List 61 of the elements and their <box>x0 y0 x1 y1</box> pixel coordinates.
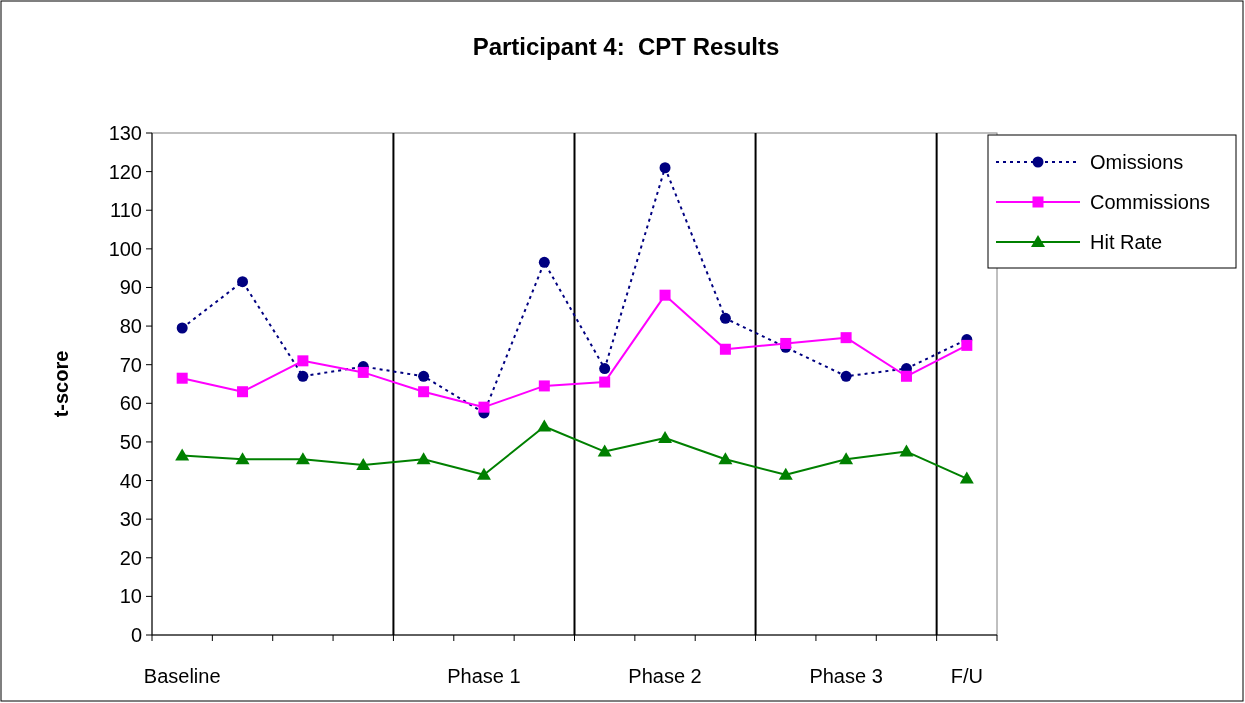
point <box>235 452 250 465</box>
point <box>597 444 612 457</box>
point <box>537 419 552 432</box>
x-tick-label: Baseline <box>143 665 221 687</box>
y-tick-label: 60 <box>119 392 142 415</box>
point <box>839 452 854 465</box>
y-tick-label: 120 <box>108 160 142 183</box>
chart-title: Participant 4: CPT Results <box>472 33 780 60</box>
point <box>719 312 731 324</box>
point <box>778 467 793 480</box>
y-tick-label: 20 <box>119 546 142 569</box>
point <box>780 337 792 349</box>
point <box>176 322 188 334</box>
point <box>599 363 611 375</box>
y-axis-title: t-score <box>50 350 72 418</box>
point <box>718 452 733 465</box>
point <box>297 355 309 367</box>
point <box>538 256 550 268</box>
point <box>418 386 430 398</box>
legend-label: Hit Rate <box>1090 231 1163 253</box>
point <box>418 370 430 382</box>
y-tick-label: 0 <box>130 624 142 646</box>
x-tick-label: Phase 2 <box>628 665 702 687</box>
x-tick-label: F/U <box>950 665 983 687</box>
point <box>659 162 671 174</box>
point <box>840 370 852 382</box>
x-tick-label: Phase 1 <box>447 665 521 687</box>
y-tick-label: 110 <box>110 199 142 222</box>
point <box>659 289 671 301</box>
point <box>658 431 673 444</box>
point <box>959 471 974 484</box>
y-tick-label: 10 <box>119 585 142 608</box>
point <box>961 339 973 351</box>
point <box>599 376 611 388</box>
point <box>237 386 249 398</box>
point <box>297 370 309 382</box>
point <box>237 276 249 288</box>
y-tick-label: 130 <box>108 122 142 144</box>
point <box>538 380 550 392</box>
point <box>357 366 369 378</box>
point <box>900 370 912 382</box>
point <box>295 452 310 465</box>
y-tick-label: 80 <box>119 315 142 338</box>
legend-label: Omissions <box>1090 151 1184 173</box>
point <box>476 467 491 480</box>
y-tick-label: 30 <box>119 508 142 531</box>
point <box>478 401 490 413</box>
point <box>416 452 431 465</box>
y-tick-label: 50 <box>119 430 142 453</box>
point <box>840 332 852 344</box>
y-tick-label: 70 <box>119 353 142 376</box>
point <box>356 458 371 471</box>
point <box>176 372 188 384</box>
y-tick-label: 40 <box>119 469 142 492</box>
point <box>175 448 190 461</box>
point <box>719 343 731 355</box>
legend-label: Commissions <box>1090 191 1211 213</box>
point <box>899 444 914 457</box>
x-tick-label: Phase 3 <box>809 665 883 687</box>
y-tick-label: 90 <box>119 276 142 299</box>
y-tick-label: 100 <box>108 237 142 260</box>
